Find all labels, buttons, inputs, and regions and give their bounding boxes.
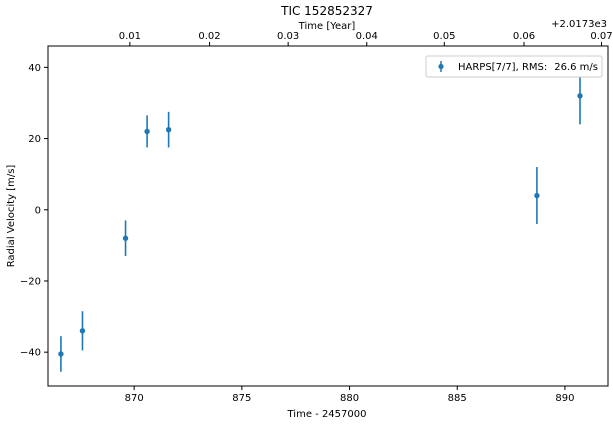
data-point bbox=[577, 93, 583, 99]
y-tick-label: 0 bbox=[35, 205, 41, 216]
plot-area-frame bbox=[47, 45, 609, 387]
y-tick-label: 40 bbox=[28, 63, 41, 74]
top-tick-label: 0.06 bbox=[513, 31, 535, 42]
data-point bbox=[165, 126, 172, 133]
top-tick-label: 0.03 bbox=[277, 31, 299, 42]
y-axis-label: Radial Velocity [m/s] bbox=[6, 165, 17, 268]
top-tick-label: 0.01 bbox=[119, 31, 141, 42]
top-tick-label: 0.04 bbox=[356, 31, 378, 42]
y-axis-ticks: −40 −20 0 20 40 bbox=[20, 63, 48, 359]
top-tick-label: 0.02 bbox=[198, 31, 220, 42]
x-axis-ticks: 870 875 880 885 890 bbox=[125, 386, 574, 404]
x-tick-label: 875 bbox=[232, 393, 251, 404]
data-point bbox=[534, 192, 540, 199]
data-point bbox=[79, 328, 86, 334]
y-tick-label: 20 bbox=[28, 134, 41, 145]
y-tick-label: −20 bbox=[20, 276, 41, 287]
data-point bbox=[122, 235, 129, 241]
x-axis-label: Time - 2457000 bbox=[287, 409, 367, 420]
legend-rms: 26.6 m/s bbox=[554, 62, 598, 73]
legend-box bbox=[425, 55, 603, 78]
top-axis-ticks: 0.01 0.02 0.03 0.04 0.05 0.06 0.07 bbox=[119, 31, 613, 46]
top-axis-offset: +2.0173e3 bbox=[551, 19, 607, 30]
x-tick-label: 880 bbox=[340, 393, 359, 404]
legend: HARPS[7/7], RMS: 26.6 m/s bbox=[425, 55, 603, 78]
y-tick-label: −40 bbox=[20, 348, 41, 359]
data-point bbox=[144, 128, 150, 135]
legend-label: HARPS[7/7], RMS: bbox=[458, 62, 547, 73]
x-tick-label: 870 bbox=[125, 393, 144, 404]
data-point bbox=[58, 351, 64, 357]
legend-marker bbox=[438, 63, 444, 70]
data-points bbox=[58, 67, 583, 372]
x-tick-label: 885 bbox=[448, 393, 467, 404]
top-tick-label: 0.07 bbox=[590, 31, 612, 42]
top-tick-label: 0.05 bbox=[433, 31, 455, 42]
top-axis-label: Time [Year] bbox=[298, 21, 356, 32]
chart-title: TIC 152852327 bbox=[280, 4, 373, 18]
x-tick-label: 890 bbox=[555, 393, 574, 404]
